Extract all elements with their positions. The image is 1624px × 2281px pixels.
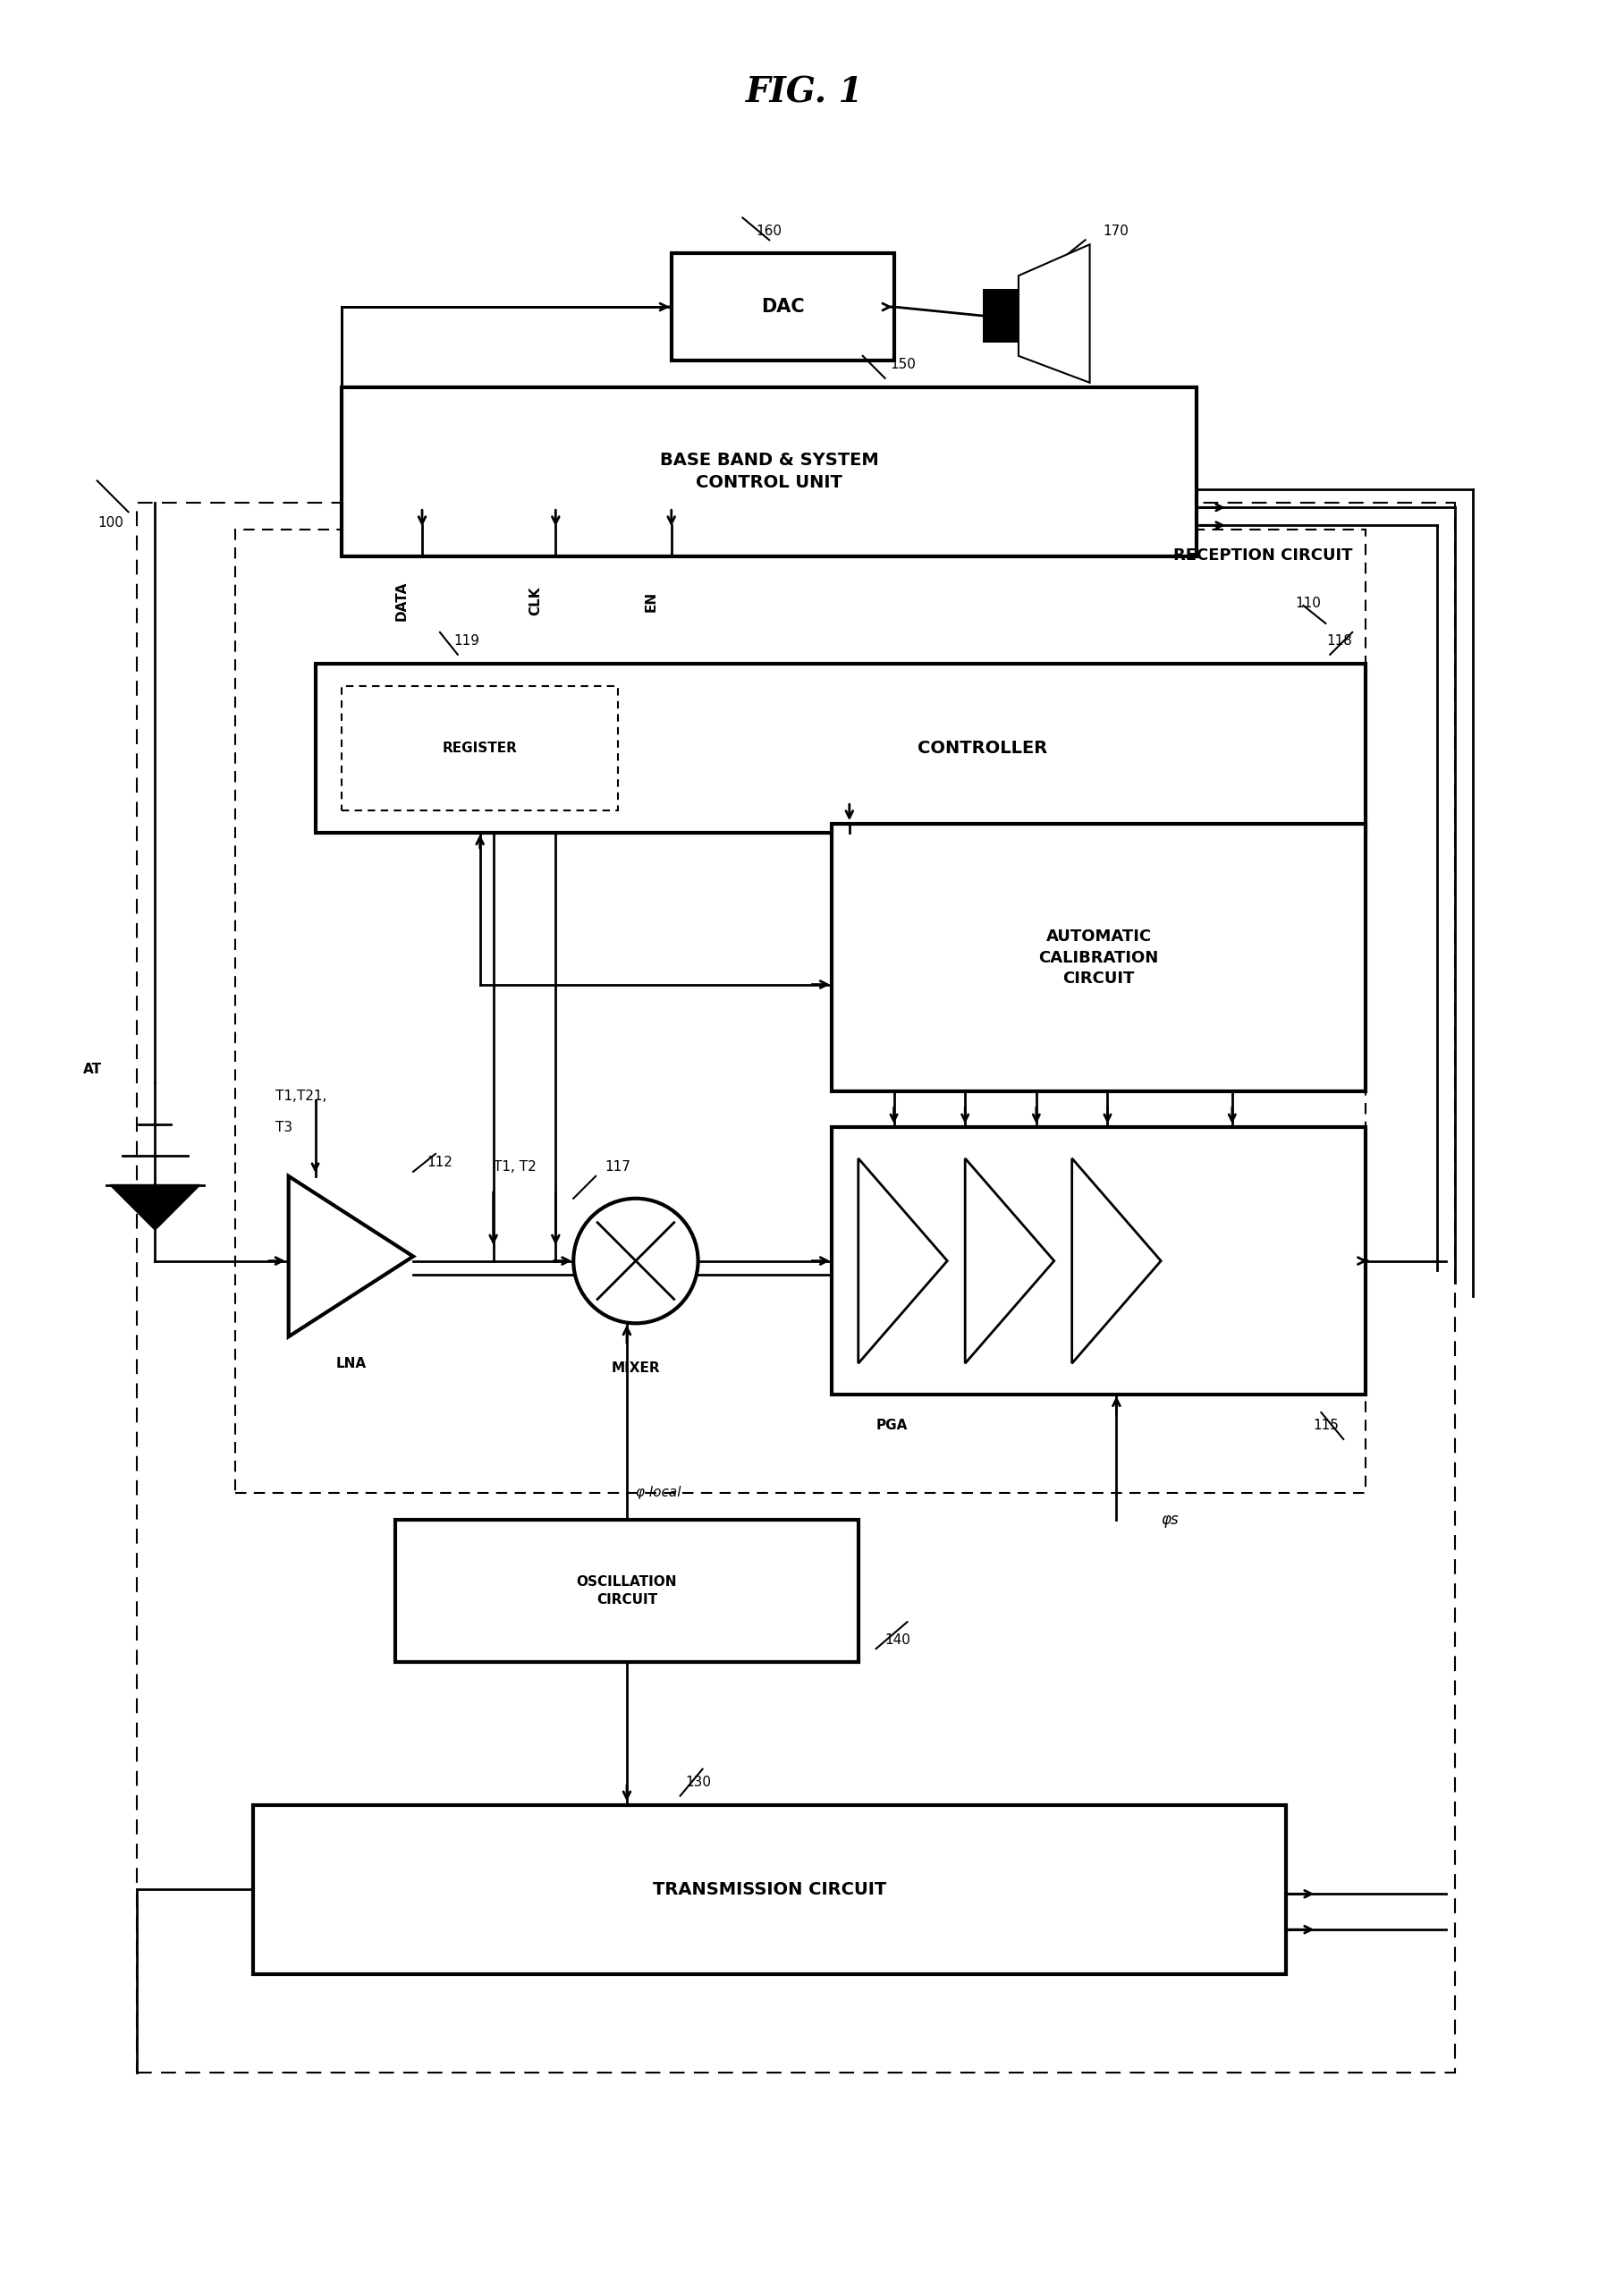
FancyBboxPatch shape — [671, 253, 893, 360]
Text: 170: 170 — [1103, 224, 1129, 237]
Text: φs: φs — [1161, 1512, 1179, 1528]
Text: CONTROLLER: CONTROLLER — [918, 739, 1047, 757]
Text: PGA: PGA — [875, 1419, 908, 1432]
Text: RECEPTION CIRCUIT: RECEPTION CIRCUIT — [1173, 547, 1353, 563]
Text: 160: 160 — [757, 224, 783, 237]
Text: LNA: LNA — [336, 1357, 365, 1371]
FancyBboxPatch shape — [253, 1804, 1286, 1973]
Polygon shape — [1018, 244, 1090, 383]
FancyBboxPatch shape — [983, 290, 1018, 342]
FancyBboxPatch shape — [235, 529, 1366, 1492]
Text: AT: AT — [83, 1063, 102, 1077]
FancyBboxPatch shape — [831, 823, 1366, 1093]
Text: φ local: φ local — [635, 1485, 680, 1499]
FancyBboxPatch shape — [343, 687, 619, 810]
Text: DATA: DATA — [395, 582, 409, 620]
Text: EN: EN — [645, 591, 658, 611]
FancyBboxPatch shape — [343, 388, 1197, 557]
Text: 115: 115 — [1314, 1419, 1338, 1432]
Text: BASE BAND & SYSTEM
CONTROL UNIT: BASE BAND & SYSTEM CONTROL UNIT — [659, 452, 879, 490]
Text: 150: 150 — [890, 358, 916, 372]
FancyBboxPatch shape — [138, 504, 1455, 2071]
FancyBboxPatch shape — [395, 1519, 859, 1663]
Text: T1,T21,: T1,T21, — [274, 1090, 326, 1102]
Text: AUTOMATIC
CALIBRATION
CIRCUIT: AUTOMATIC CALIBRATION CIRCUIT — [1039, 928, 1158, 988]
Text: 130: 130 — [685, 1775, 711, 1788]
Text: CLK: CLK — [529, 586, 542, 616]
Polygon shape — [110, 1186, 200, 1229]
FancyBboxPatch shape — [315, 664, 1366, 833]
Text: OSCILLATION
CIRCUIT: OSCILLATION CIRCUIT — [577, 1576, 677, 1606]
Text: FIG. 1: FIG. 1 — [745, 75, 864, 109]
Text: 112: 112 — [427, 1156, 453, 1170]
Polygon shape — [1072, 1159, 1161, 1364]
Text: 117: 117 — [604, 1161, 630, 1175]
Text: T3: T3 — [274, 1120, 292, 1134]
Text: 118: 118 — [1327, 634, 1351, 648]
Text: TRANSMISSION CIRCUIT: TRANSMISSION CIRCUIT — [653, 1882, 887, 1898]
FancyBboxPatch shape — [831, 1127, 1366, 1394]
Text: 110: 110 — [1296, 598, 1322, 609]
Text: REGISTER: REGISTER — [442, 741, 518, 755]
Polygon shape — [965, 1159, 1054, 1364]
Text: DAC: DAC — [762, 299, 804, 315]
Text: T1, T2: T1, T2 — [494, 1161, 536, 1175]
Polygon shape — [289, 1177, 412, 1337]
Text: MIXER: MIXER — [611, 1362, 661, 1375]
Polygon shape — [859, 1159, 947, 1364]
Text: 140: 140 — [885, 1633, 911, 1647]
Text: 119: 119 — [453, 634, 479, 648]
Text: 100: 100 — [97, 516, 123, 529]
Circle shape — [573, 1198, 698, 1323]
